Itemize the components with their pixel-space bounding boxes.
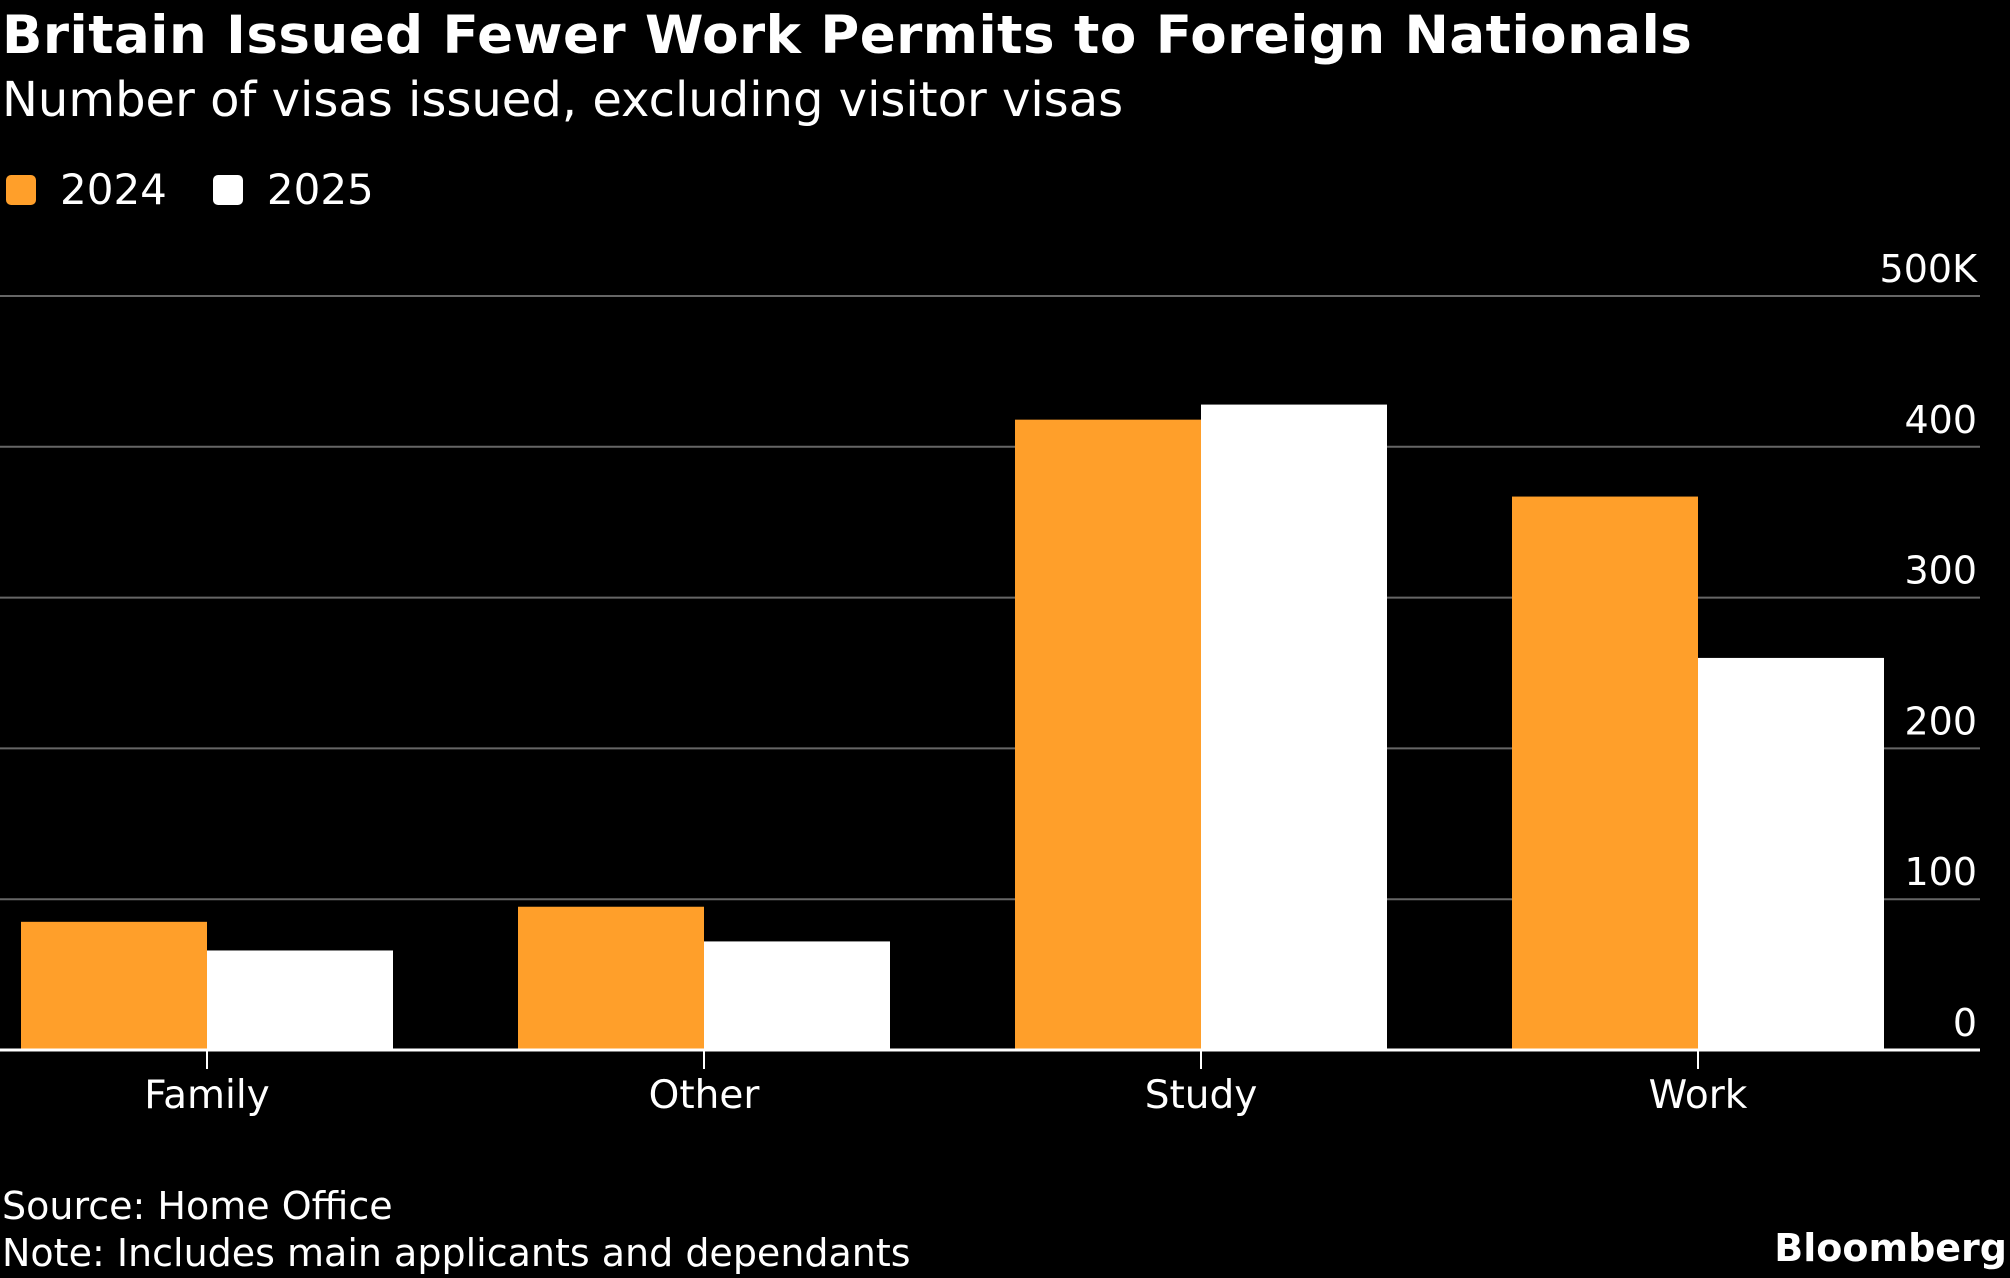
x-tick-label-family: Family [144, 1073, 270, 1118]
legend-item-2024: 2024 [6, 162, 167, 218]
bar-family-2025 [207, 950, 393, 1050]
bar-family-2024 [21, 921, 207, 1050]
legend-item-2025: 2025 [212, 162, 374, 218]
y-tick-label-300: 300 [1904, 549, 1977, 593]
y-tick-label-500K: 500K [1880, 247, 1979, 291]
legend: 2024 2025 [6, 162, 420, 218]
x-tick-label-work: Work [1649, 1073, 1748, 1118]
chart-title: Britain Issued Fewer Work Permits to For… [2, 5, 1693, 66]
bloomberg-logo: Bloomberg [1774, 1226, 2007, 1270]
bar-study-2025 [1201, 404, 1387, 1050]
bar-chart: 0 100 200 300 400 500K Family Other Study Work [0, 247, 1980, 1118]
bar-work-2025 [1698, 657, 1884, 1050]
legend-label-2025: 2025 [266, 165, 374, 214]
legend-swatch-2024 [6, 175, 36, 205]
y-tick-label-400: 400 [1904, 398, 1977, 442]
bar-work-2024 [1512, 496, 1698, 1051]
bar-other-2024 [518, 906, 704, 1050]
note-text: Note: Includes main applicants and depen… [2, 1231, 911, 1275]
chart-subtitle: Number of visas issued, excluding visito… [2, 72, 1124, 128]
bar-study-2024 [1015, 419, 1201, 1050]
legend-label-2024: 2024 [60, 165, 167, 214]
legend-swatch-2025 [212, 175, 243, 205]
x-tick-label-study: Study [1145, 1073, 1258, 1118]
y-tick-label-0: 0 [1953, 1001, 1977, 1045]
y-tick-label-100: 100 [1904, 850, 1977, 894]
source-text: Source: Home Office [2, 1184, 393, 1228]
y-tick-label-200: 200 [1904, 699, 1977, 743]
bar-other-2025 [704, 941, 890, 1050]
x-tick-label-other: Other [649, 1073, 761, 1118]
